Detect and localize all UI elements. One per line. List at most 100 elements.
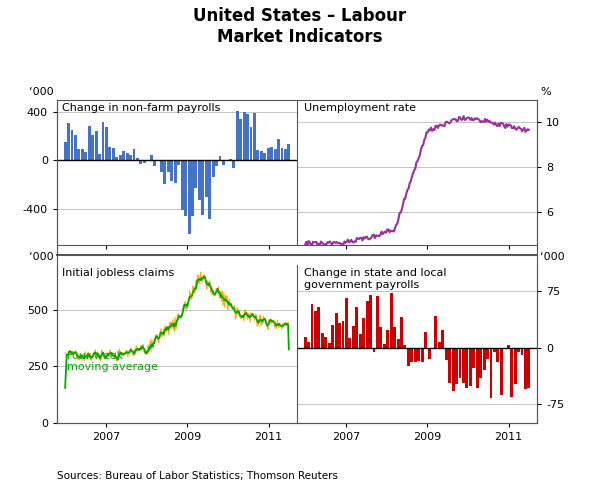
Bar [101,122,104,160]
Bar [188,160,191,234]
Bar [466,347,469,388]
Bar [129,155,132,160]
Bar [321,332,324,347]
Bar [317,307,320,347]
Bar [191,160,194,216]
Bar [341,321,344,347]
Bar [267,148,269,160]
Bar [428,347,431,359]
Bar [250,127,253,160]
Bar [218,156,221,160]
Bar [263,154,266,160]
Bar [507,345,509,347]
Bar [414,347,417,363]
Bar [434,316,437,347]
Bar [281,148,283,160]
Bar [462,347,465,383]
Bar [390,293,392,347]
Bar [442,330,444,347]
Bar [181,160,184,210]
Bar [362,318,365,347]
Bar [167,160,170,172]
Bar [163,160,166,184]
Text: ‘000: ‘000 [29,252,54,262]
Bar [455,347,458,384]
Bar [139,160,142,164]
Bar [527,347,530,388]
Bar [212,160,215,177]
Bar [74,135,77,160]
Bar [445,347,448,360]
Text: Initial jobless claims: Initial jobless claims [62,268,174,278]
Bar [393,328,396,347]
Bar [95,131,98,160]
Bar [400,317,403,347]
Bar [287,144,290,160]
Bar [304,337,307,347]
Bar [403,346,406,347]
Bar [424,331,427,347]
Bar [500,347,503,395]
Bar [376,296,379,347]
Bar [490,347,493,398]
Bar [125,153,128,160]
Bar [98,154,101,160]
Bar [153,160,156,166]
Bar [438,342,441,347]
Bar [510,347,513,397]
Bar [421,347,424,362]
Bar [407,347,410,365]
Text: Change in non-farm payrolls: Change in non-farm payrolls [62,103,220,113]
Bar [198,160,201,200]
Bar [514,347,517,383]
Bar [373,347,376,352]
Bar [274,149,277,160]
Bar [229,159,232,160]
Bar [379,328,382,347]
Bar [472,347,475,368]
Bar [359,334,362,347]
Bar [71,130,73,160]
Bar [246,114,249,160]
Bar [493,347,496,352]
Bar [150,155,152,160]
Bar [77,149,80,160]
Bar [215,160,218,166]
Bar [307,342,310,347]
Bar [338,323,341,347]
Bar [260,151,263,160]
Bar [109,147,112,160]
Bar [133,149,136,160]
Text: Change in state and local
government payrolls: Change in state and local government pay… [304,268,446,290]
Bar [369,295,372,347]
Bar [253,113,256,160]
Bar [383,344,386,347]
Bar [202,160,204,215]
Bar [256,150,259,160]
Text: Unemployment rate: Unemployment rate [304,103,416,113]
Bar [335,313,338,347]
Bar [431,347,434,349]
Bar [355,307,358,347]
Bar [365,301,368,347]
Bar [410,347,413,363]
Bar [146,160,149,161]
Bar [242,112,245,160]
Bar [349,338,352,347]
Bar [81,149,84,160]
Text: Four-week
moving average: Four-week moving average [67,351,158,372]
Bar [184,160,187,216]
Bar [325,337,327,347]
Text: ‘000: ‘000 [29,87,54,97]
Bar [345,298,348,347]
Text: %: % [540,87,551,97]
Bar [64,142,67,160]
Bar [479,347,482,378]
Bar [284,149,287,160]
Bar [452,347,455,391]
Bar [143,160,146,163]
Bar [91,135,94,160]
Bar [521,347,523,355]
Bar [170,160,173,181]
Bar [194,160,197,188]
